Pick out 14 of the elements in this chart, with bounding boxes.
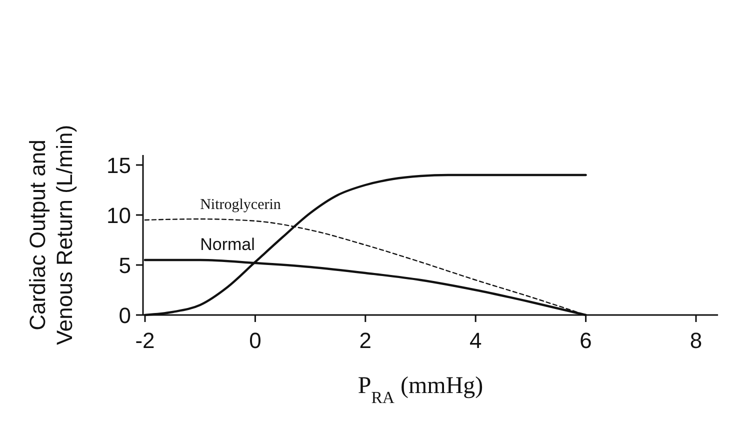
series-label: Normal — [200, 235, 255, 254]
y-axis-title: Cardiac Output and Venous Return (L/min) — [25, 124, 77, 346]
x-tick-label: 2 — [359, 328, 372, 353]
x-tick-label: 8 — [690, 328, 702, 353]
y-tick-label: 10 — [106, 203, 131, 228]
y-tick-label: 15 — [106, 153, 131, 178]
y-tick-label: 0 — [118, 303, 131, 328]
x-axis-title: P$_{RA}$ (mmHg) — [358, 373, 484, 406]
x-tick-label: 6 — [580, 328, 592, 353]
y-tick-label: 5 — [118, 253, 131, 278]
x-tick-label: 4 — [469, 328, 482, 353]
x-tick-label: 0 — [249, 328, 262, 353]
x-tick-label: -2 — [135, 328, 155, 353]
series-label: Nitroglycerin — [200, 197, 282, 213]
